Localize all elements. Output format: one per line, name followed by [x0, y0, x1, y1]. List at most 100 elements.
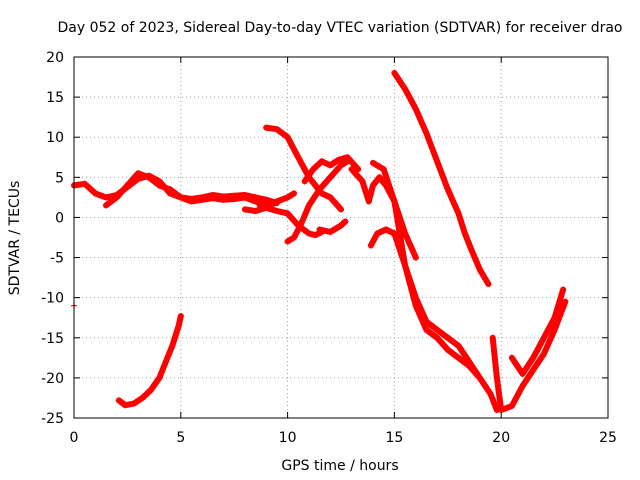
data-point: [444, 186, 451, 193]
data-point: [370, 159, 377, 166]
data-point: [92, 190, 99, 197]
y-tick-label: -5: [50, 251, 64, 267]
data-point: [412, 254, 419, 261]
data-series-track-3: [115, 313, 184, 409]
data-point: [493, 374, 500, 381]
data-point: [156, 374, 163, 381]
data-point: [338, 162, 344, 169]
data-point: [367, 242, 374, 249]
data-point: [335, 156, 342, 163]
data-point: [485, 281, 492, 288]
data-series-track-14: [489, 298, 569, 413]
data-point: [135, 170, 142, 177]
data-point: [169, 342, 176, 349]
data-point: [167, 186, 174, 193]
data-point: [519, 382, 526, 389]
data-point: [402, 230, 409, 237]
data-point: [263, 124, 270, 131]
data-point: [327, 162, 334, 169]
data-point: [188, 198, 195, 205]
data-point: [434, 158, 441, 165]
data-point: [412, 302, 419, 309]
data-point: [455, 342, 462, 349]
data-point: [293, 150, 300, 157]
data-point: [122, 402, 129, 409]
series-line: [508, 286, 567, 377]
data-point: [344, 154, 351, 161]
data-point: [291, 234, 298, 241]
data-point: [365, 198, 372, 205]
data-point: [380, 166, 387, 173]
x-axis-label: GPS time / hours: [281, 458, 398, 474]
data-point: [562, 298, 569, 305]
data-point: [391, 230, 398, 237]
data-point: [297, 222, 304, 229]
y-tick-label: 10: [46, 130, 64, 146]
x-tick-labels: 0 5 10 15 20 25: [70, 430, 617, 446]
data-point: [391, 70, 398, 77]
data-point: [455, 354, 462, 361]
x-tick-label: 15: [385, 430, 403, 446]
series-line: [391, 70, 492, 287]
data-point: [508, 402, 515, 409]
series-line: [103, 170, 270, 209]
data-point: [476, 374, 483, 381]
data-point: [466, 362, 473, 369]
x-tick-label: 25: [599, 430, 617, 446]
data-point: [305, 230, 312, 237]
y-tick-label: -25: [41, 411, 64, 427]
data-point: [316, 186, 323, 193]
data-point: [312, 232, 319, 239]
data-point: [342, 218, 349, 225]
data-point: [263, 204, 270, 211]
data-point: [310, 166, 317, 173]
data-point: [147, 386, 154, 393]
data-point: [103, 194, 110, 201]
data-series-track-9: [316, 218, 349, 235]
data-series-track-11: [367, 226, 500, 413]
data-point: [370, 182, 377, 189]
data-point: [540, 350, 547, 357]
series-line: [115, 313, 184, 409]
data-point: [241, 206, 248, 213]
data-point: [551, 314, 558, 321]
data-point: [423, 130, 430, 137]
data-point: [461, 230, 468, 237]
data-point: [115, 397, 122, 404]
data-point: [382, 226, 389, 233]
data-point: [468, 246, 475, 253]
data-point: [508, 354, 515, 361]
data-point: [551, 326, 558, 333]
data-point: [145, 174, 152, 181]
series-line: [367, 226, 500, 413]
data-point: [560, 286, 567, 293]
data-point: [209, 195, 216, 202]
data-point: [530, 366, 537, 373]
data-series-track-5: [241, 190, 298, 215]
data-point: [327, 174, 334, 181]
data-point: [519, 370, 526, 377]
y-tick-label: 5: [55, 170, 64, 186]
data-point: [402, 262, 409, 269]
x-tick-label: 20: [492, 430, 510, 446]
data-point: [338, 222, 344, 229]
data-point: [241, 194, 248, 201]
y-axis-label: SDTVAR / TECUs: [7, 181, 23, 296]
data-point: [124, 182, 131, 189]
data-point: [338, 206, 344, 213]
y-tick-label: 20: [46, 50, 64, 66]
data-point: [103, 202, 110, 209]
data-point: [444, 346, 451, 353]
data-point: [113, 194, 120, 201]
data-point: [130, 400, 137, 407]
data-point: [489, 334, 496, 341]
data-point: [305, 202, 312, 209]
data-point: [291, 190, 298, 197]
y-tick-label: -15: [41, 331, 64, 347]
data-series-layer: [71, 70, 569, 413]
series-line: [284, 158, 351, 245]
chart-title: Day 052 of 2023, Sidereal Day-to-day VTE…: [57, 20, 622, 36]
data-point: [175, 322, 182, 329]
data-point: [391, 198, 398, 205]
